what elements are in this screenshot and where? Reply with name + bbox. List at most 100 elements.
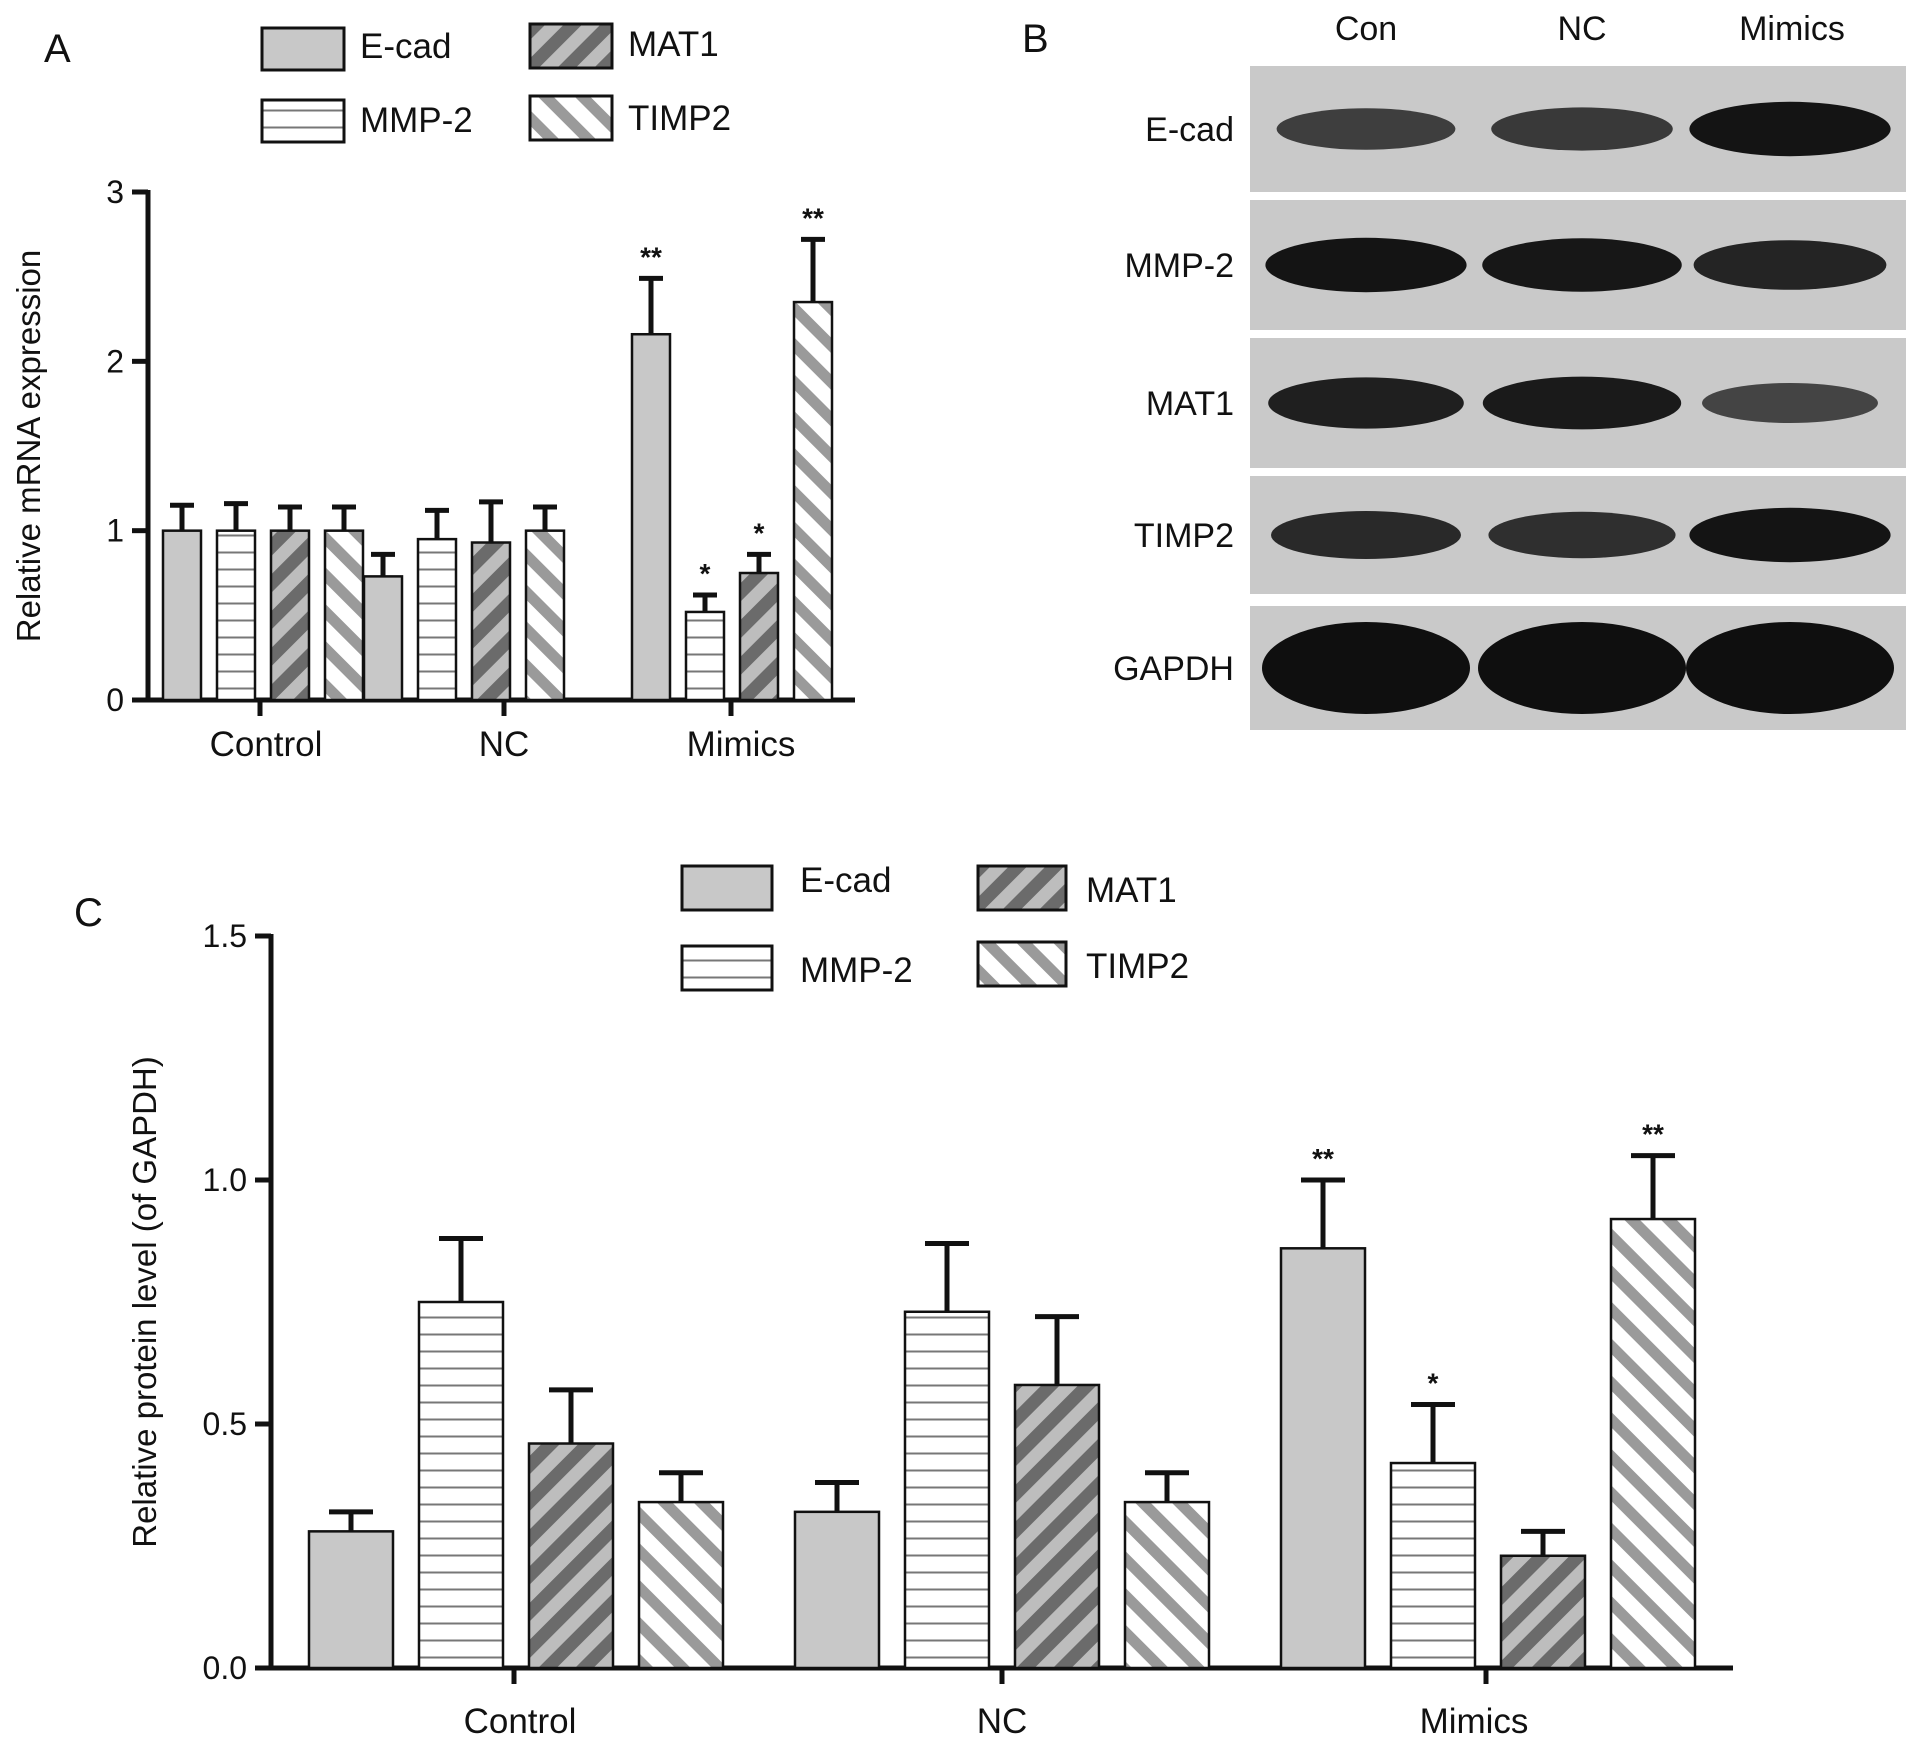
chart-a-bar-e-cad-control — [161, 529, 203, 702]
chart-c-bar-mmp-2-mimics — [1389, 1461, 1477, 1670]
legend-c-label-ecad: E-cad — [800, 861, 891, 900]
chart-c-bar-mmp-2-control — [417, 1300, 505, 1670]
chart-a-category-label-control: Control — [210, 725, 323, 764]
chart-c-bar-e-cad-control — [307, 1530, 395, 1670]
chart-c-category-label-mimics: Mimics — [1420, 1702, 1529, 1741]
chart-a-bar-e-cad-mimics — [630, 332, 672, 702]
western-blot: Con NC Mimics E-cad MMP-2 MAT1 TIMP2 GAPDH — [1113, 10, 1906, 730]
chart-a-significance-mmp-2: * — [700, 558, 711, 589]
legend-a-label-timp2: TIMP2 — [628, 99, 731, 138]
blot-band-mat1-mimics — [1702, 383, 1878, 423]
blot-row-label-e-cad: E-cad — [1145, 111, 1234, 149]
chart-c-category-label-control: Control — [464, 1702, 577, 1741]
chart-a-significance-mat1: * — [754, 517, 765, 548]
chart-a-y-tick-label: 2 — [106, 343, 124, 379]
legend-a-item-timp2: TIMP2 — [528, 94, 731, 142]
chart-c-bar-timp2-nc — [1123, 1500, 1211, 1670]
blot-column-label-mimics: Mimics — [1739, 10, 1845, 48]
chart-a-bar-mat1-mimics — [738, 571, 780, 702]
chart-c-y-tick-label: 0.5 — [203, 1406, 247, 1442]
chart-a-bar-e-cad-nc — [362, 575, 404, 702]
blot-band-timp2-con — [1271, 511, 1461, 559]
blot-band-gapdh-mimics — [1686, 622, 1894, 714]
legend-a-swatch-ecad — [260, 26, 346, 72]
blot-column-label-con: Con — [1335, 10, 1397, 48]
panel-letter-a: A — [44, 27, 71, 71]
legend-c-label-timp2: TIMP2 — [1086, 947, 1189, 986]
chart-c-bar-e-cad-mimics — [1279, 1247, 1367, 1670]
chart-a-bar-mmp-2-nc — [416, 537, 458, 702]
legend-a-label-ecad: E-cad — [360, 27, 451, 66]
blot-band-timp2-nc — [1488, 511, 1676, 559]
blot-band-timp2-mimics — [1689, 507, 1891, 563]
legend-c-label-mat1: MAT1 — [1086, 871, 1177, 910]
legend-a-item-mat1: MAT1 — [528, 22, 719, 70]
blot-row-label-gapdh: GAPDH — [1113, 650, 1234, 688]
chart-c-significance-timp2: ** — [1642, 1119, 1664, 1150]
chart-a-bar-mmp-2-control — [215, 529, 257, 702]
legend-c-item-mat1: MAT1 — [976, 864, 1177, 912]
chart-c-y-axis-title: Relative protein level (of GAPDH) — [126, 1056, 163, 1548]
legend-c-swatch-ecad — [680, 864, 774, 912]
blot-row-label-mat1: MAT1 — [1146, 385, 1234, 423]
chart-c-bar-mat1-mimics — [1499, 1554, 1587, 1670]
chart-c-y-tick-label: 1.0 — [203, 1162, 247, 1198]
chart-a-y-axis-title: Relative mRNA expression — [10, 250, 47, 643]
blot-band-mmp-2-nc — [1482, 238, 1682, 292]
chart-c-category-label-nc: NC — [977, 1702, 1028, 1741]
blot-band-gapdh-nc — [1478, 622, 1686, 714]
panel-letter-c: C — [74, 891, 103, 935]
chart-a-y-tick-label: 1 — [106, 513, 124, 549]
chart-a-y-tick-label: 3 — [106, 174, 124, 210]
blot-band-mat1-nc — [1482, 376, 1682, 430]
chart-a-bar-mat1-control — [269, 529, 311, 702]
legend-c-swatch-mmp2 — [680, 944, 774, 992]
chart-c-bar-timp2-control — [637, 1500, 725, 1670]
legend-a-swatch-mmp2 — [260, 98, 346, 144]
blot-band-mmp-2-mimics — [1693, 240, 1887, 290]
legend-c-item-mmp2: MMP-2 — [680, 944, 913, 992]
legend-a-swatch-mat1 — [528, 22, 614, 70]
panel-letter-b: B — [1022, 17, 1049, 61]
legend-c-label-mmp2: MMP-2 — [800, 951, 913, 990]
chart-c-bar-mat1-control — [527, 1442, 615, 1670]
legend-a-swatch-timp2 — [528, 94, 614, 142]
legend-c-swatch-timp2 — [976, 940, 1068, 988]
blot-column-label-nc: NC — [1557, 10, 1606, 48]
chart-c-y-tick-label: 1.5 — [203, 918, 247, 954]
chart-a-category-label-mimics: Mimics — [687, 725, 796, 764]
chart-c-bar-mat1-nc — [1013, 1383, 1101, 1670]
chart-c-protein: 0.0 0.5 1.0 1.5 Relative protein level (of G… — [126, 918, 1733, 1741]
blot-band-mat1-con — [1268, 377, 1464, 429]
chart-c-significance-e-cad: ** — [1312, 1143, 1334, 1174]
blot-band-e-cad-con — [1276, 108, 1456, 150]
blot-row-label-timp2: TIMP2 — [1134, 517, 1234, 555]
legend-c: E-cad MAT1 MMP-2 TIMP2 — [680, 861, 1189, 992]
legend-a-item-ecad: E-cad — [260, 26, 451, 72]
blot-row-label-mmp-2: MMP-2 — [1124, 247, 1234, 285]
chart-a-category-label-nc: NC — [479, 725, 530, 764]
chart-a-mrna: 0 1 2 3 Relative mRNA expression Control NC Mim… — [10, 174, 855, 764]
chart-a-bar-mat1-nc — [470, 541, 512, 702]
chart-a-bar-mmp-2-mimics — [684, 610, 726, 702]
blot-band-e-cad-nc — [1491, 107, 1673, 151]
chart-a-bar-timp2-nc — [524, 529, 566, 702]
chart-c-bar-timp2-mimics — [1609, 1217, 1697, 1670]
legend-a-item-mmp2: MMP-2 — [260, 98, 473, 144]
blot-band-gapdh-con — [1262, 622, 1470, 714]
legend-a-label-mat1: MAT1 — [628, 25, 719, 64]
legend-c-item-timp2: TIMP2 — [976, 940, 1189, 988]
legend-a-label-mmp2: MMP-2 — [360, 101, 473, 140]
legend-c-item-ecad: E-cad — [680, 861, 891, 912]
chart-a-significance-timp2: ** — [802, 202, 824, 233]
chart-a-bar-timp2-mimics — [792, 300, 834, 702]
chart-c-significance-mmp-2: * — [1428, 1367, 1439, 1398]
chart-c-bar-e-cad-nc — [793, 1510, 881, 1670]
chart-a-significance-e-cad: ** — [640, 241, 662, 272]
chart-a-bar-timp2-control — [323, 529, 365, 702]
blot-band-mmp-2-con — [1265, 237, 1467, 293]
chart-c-bar-mmp-2-nc — [903, 1310, 991, 1670]
legend-c-swatch-mat1 — [976, 864, 1068, 912]
legend-a: E-cad MAT1 MMP-2 TIMP2 — [260, 22, 731, 144]
